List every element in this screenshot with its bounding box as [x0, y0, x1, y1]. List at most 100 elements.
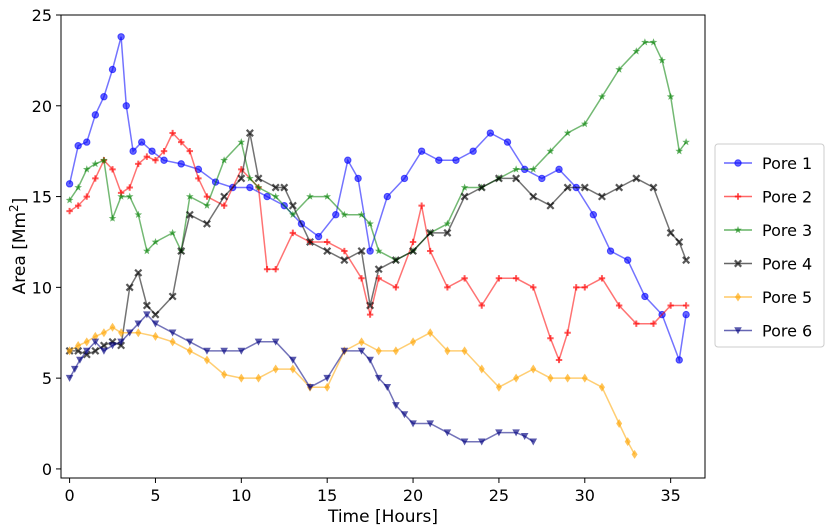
data-point: [237, 347, 246, 355]
data-point: [186, 192, 194, 200]
data-point: [151, 310, 160, 319]
data-point: [675, 356, 683, 364]
legend: Pore 1 Pore 2 Pore 3 Pore 4 Pore 5 Pore 6: [714, 143, 825, 348]
data-point: [427, 328, 434, 338]
data-point: [461, 346, 468, 356]
data-point: [83, 138, 91, 146]
legend-swatch-marker: [735, 292, 741, 302]
data-point: [598, 382, 605, 392]
data-point: [564, 373, 571, 383]
data-point: [563, 129, 572, 137]
data-point: [624, 256, 632, 264]
data-point: [221, 370, 228, 380]
data-point: [616, 419, 623, 429]
data-point: [323, 247, 332, 256]
data-point: [160, 156, 168, 164]
data-point: [272, 364, 279, 374]
data-point: [289, 364, 296, 374]
data-point: [76, 356, 84, 364]
y-axis-title: Area [Mm2]: [7, 198, 30, 295]
data-point: [108, 214, 117, 222]
data-point: [271, 338, 280, 346]
data-point: [288, 201, 297, 210]
data-point: [143, 311, 151, 319]
x-tick-label: 30: [575, 486, 595, 505]
data-point: [186, 338, 194, 346]
data-point: [135, 160, 142, 168]
data-point: [246, 174, 254, 182]
data-point: [682, 310, 690, 319]
x-tick-label: 20: [403, 486, 423, 505]
y-tick-label: 10: [32, 278, 52, 297]
data-point: [400, 174, 409, 183]
data-point: [632, 47, 641, 55]
data-point: [263, 192, 271, 201]
data-point: [547, 373, 554, 383]
data-point: [109, 166, 116, 173]
data-point: [426, 420, 435, 428]
data-point: [272, 265, 279, 273]
series-line: [69, 326, 636, 455]
series-5: [66, 322, 638, 459]
data-point: [512, 174, 521, 183]
data-point: [178, 138, 185, 146]
data-point: [666, 92, 675, 100]
data-point: [152, 157, 159, 164]
data-point: [306, 384, 314, 392]
data-point: [658, 56, 666, 64]
series-line: [69, 132, 687, 356]
legend-label: Pore 2: [762, 188, 812, 207]
data-point: [65, 180, 74, 188]
data-point: [460, 192, 469, 201]
data-point: [512, 275, 520, 282]
legend-item: Pore 2: [724, 188, 812, 207]
data-point: [186, 346, 193, 356]
data-point: [546, 201, 555, 210]
data-point: [366, 311, 374, 318]
data-point: [117, 33, 125, 41]
data-point: [675, 237, 684, 246]
data-point: [606, 247, 615, 255]
data-point: [383, 384, 392, 392]
data-point: [203, 193, 211, 200]
data-point: [254, 183, 263, 191]
data-point: [255, 373, 262, 383]
data-point: [168, 329, 177, 337]
data-point: [323, 374, 331, 382]
data-point: [357, 347, 366, 355]
data-point: [682, 138, 690, 146]
data-point: [374, 247, 383, 255]
data-point: [125, 283, 134, 292]
data-point: [366, 356, 374, 364]
data-point: [555, 356, 563, 364]
legend-swatch-marker: [734, 193, 742, 200]
series-3: [65, 38, 690, 264]
data-point: [529, 165, 538, 173]
y-axis: 0 5 10 15 20 25: [32, 6, 61, 479]
data-point: [237, 138, 246, 146]
data-point: [306, 237, 314, 246]
data-point: [109, 322, 116, 332]
data-point: [83, 337, 90, 347]
data-point: [65, 196, 74, 204]
data-point: [513, 373, 520, 383]
data-point: [632, 174, 641, 183]
data-point: [573, 284, 580, 291]
data-point: [383, 192, 391, 201]
x-tick-label: 25: [489, 486, 509, 505]
data-point: [152, 331, 159, 341]
data-point: [220, 156, 228, 164]
data-point: [426, 228, 435, 237]
data-point: [354, 174, 362, 183]
data-point: [143, 247, 151, 255]
legend-label: Pore 4: [762, 255, 812, 274]
data-point: [323, 238, 331, 246]
data-point: [344, 156, 352, 164]
data-point: [74, 346, 83, 355]
data-point: [624, 437, 631, 447]
data-point: [667, 302, 674, 309]
data-point: [203, 201, 211, 209]
data-point: [91, 111, 100, 119]
data-point: [477, 183, 486, 192]
